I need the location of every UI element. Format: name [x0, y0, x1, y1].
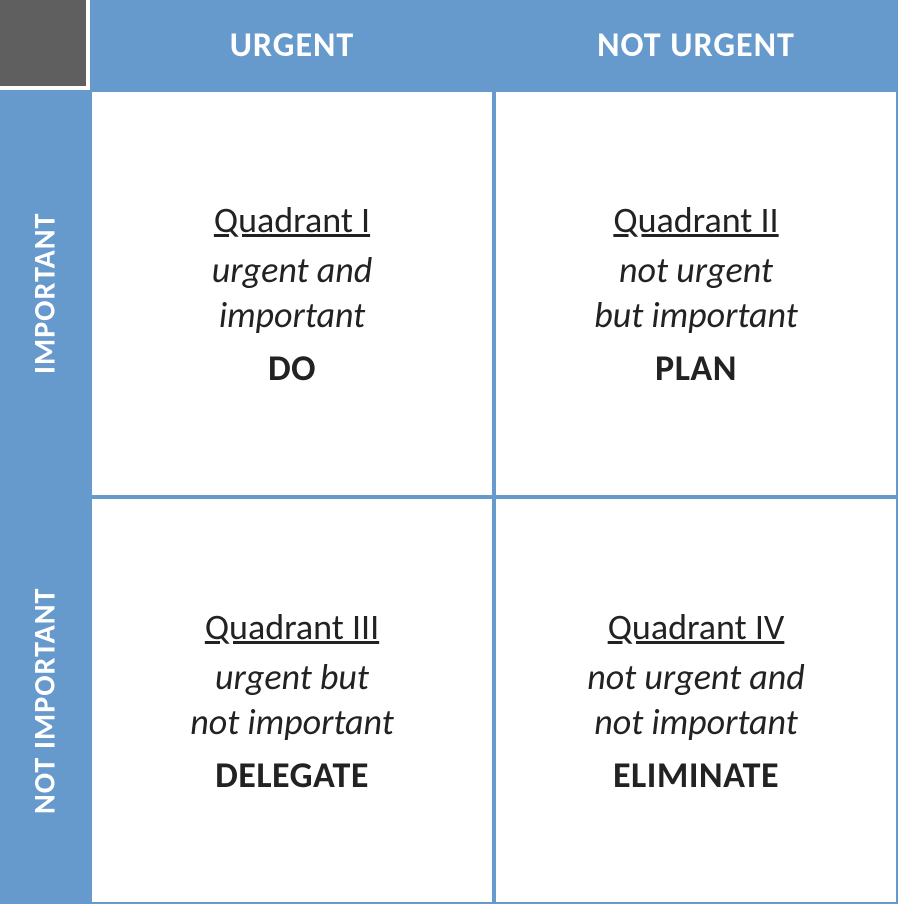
priority-matrix: URGENT NOT URGENT IMPORTANT Quadrant I u…: [0, 0, 898, 904]
quadrant-title: Quadrant II: [613, 198, 778, 242]
quadrant-title: Quadrant IV: [608, 605, 785, 649]
column-header-not-urgent: NOT URGENT: [494, 0, 898, 90]
quadrant-3: Quadrant III urgent but not important DE…: [90, 497, 494, 904]
row-header-not-important: NOT IMPORTANT: [0, 497, 90, 904]
quadrant-action: DELEGATE: [215, 753, 369, 797]
quadrant-2: Quadrant II not urgent but important PLA…: [494, 90, 898, 497]
quadrant-description: not urgent but important: [594, 248, 798, 338]
quadrant-description: urgent and important: [212, 248, 372, 338]
quadrant-action: ELIMINATE: [613, 753, 779, 797]
quadrant-action: DO: [268, 346, 316, 390]
row-header-important: IMPORTANT: [0, 90, 90, 497]
matrix-corner: [0, 0, 90, 90]
quadrant-description: urgent but not important: [190, 655, 394, 745]
quadrant-4: Quadrant IV not urgent and not important…: [494, 497, 898, 904]
quadrant-title: Quadrant I: [214, 198, 370, 242]
quadrant-title: Quadrant III: [205, 605, 379, 649]
quadrant-description: not urgent and not important: [587, 655, 805, 745]
quadrant-action: PLAN: [655, 346, 737, 390]
column-header-urgent: URGENT: [90, 0, 494, 90]
quadrant-1: Quadrant I urgent and important DO: [90, 90, 494, 497]
